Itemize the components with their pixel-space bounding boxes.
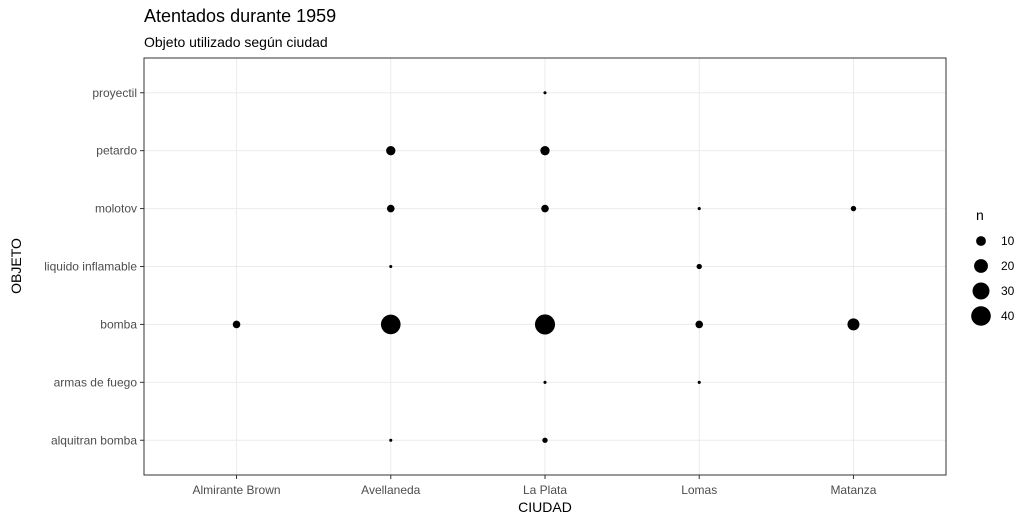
legend-label: 30 [1001, 284, 1015, 298]
data-point [542, 437, 548, 443]
legend-key [971, 306, 991, 326]
chart-subtitle: Objeto utilizado según ciudad [144, 34, 328, 50]
x-tick-label: Matanza [830, 483, 876, 497]
y-tick-label: petardo [96, 144, 137, 158]
legend-label: 40 [1001, 309, 1015, 323]
data-point [695, 320, 704, 329]
y-axis-title: OBJETO [8, 238, 24, 294]
x-tick-label: La Plata [523, 483, 567, 497]
size-legend: n 10 20 30 40 [971, 207, 1015, 326]
data-point [696, 263, 702, 270]
x-tick-label: Almirante Brown [193, 483, 281, 497]
data-point [543, 380, 547, 384]
legend-key [972, 282, 990, 300]
x-axis-ticks: Almirante Brown Avellaneda La Plata Lomas Ma… [193, 475, 877, 497]
data-point [697, 207, 701, 211]
y-tick-label: molotov [95, 202, 137, 216]
data-point [541, 204, 549, 213]
data-point [232, 320, 241, 329]
data-point [540, 146, 550, 156]
data-point [389, 438, 393, 442]
legend-key [976, 236, 986, 246]
data-point [389, 264, 393, 269]
legend-key [974, 259, 988, 273]
x-tick-label: Lomas [681, 483, 717, 497]
data-point [543, 91, 547, 95]
y-tick-label: alquitran bomba [51, 433, 137, 447]
data-point [850, 205, 857, 212]
legend-label: 20 [1001, 259, 1015, 273]
data-point [534, 314, 556, 335]
chart-title: Atentados durante 1959 [144, 6, 336, 26]
data-point [386, 204, 395, 213]
y-axis-ticks: alquitran bomba armas de fuego bomba liquid… [44, 86, 144, 447]
legend-label: 10 [1001, 234, 1015, 248]
data-point [847, 318, 860, 331]
x-tick-label: Avellaneda [361, 483, 420, 497]
points [232, 91, 860, 443]
data-point [386, 146, 396, 156]
y-tick-label: bomba [100, 317, 137, 331]
data-point [697, 380, 701, 384]
data-point [380, 314, 401, 335]
y-tick-label: proyectil [92, 86, 137, 100]
x-axis-title: CIUDAD [518, 499, 572, 515]
y-tick-label: armas de fuego [54, 375, 138, 389]
legend-title: n [976, 207, 984, 223]
y-tick-label: liquido inflamable [44, 260, 137, 274]
